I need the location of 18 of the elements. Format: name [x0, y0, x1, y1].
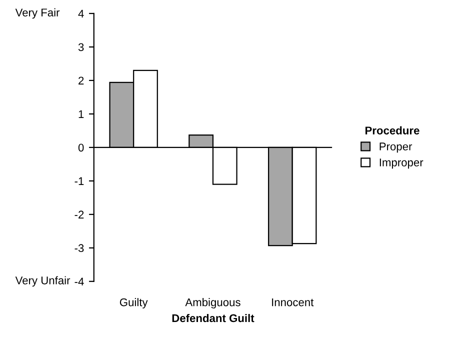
y-tick-label: -3: [74, 244, 84, 252]
text: Very Unfair: [15, 276, 70, 287]
text: Very Fair: [15, 8, 60, 19]
legend-label: Proper: [380, 142, 412, 153]
legend-title: Procedure: [365, 126, 420, 134]
legend-label: Improper: [380, 158, 424, 169]
y-tick-label: 0: [78, 144, 84, 152]
x-tick-label: Innocent: [272, 298, 314, 306]
y-tick-label: 1: [78, 110, 84, 118]
x-tick-label: Ambiguous: [185, 298, 240, 308]
x-tick-label: Guilty: [120, 298, 148, 308]
y-tick-label: -1: [74, 177, 84, 185]
y-tick-label: 2: [78, 76, 84, 84]
y-tick-label: -4: [74, 278, 84, 286]
y-tick-label: 4: [78, 10, 84, 18]
y-tick-label: 3: [78, 43, 84, 52]
y-tick-label: -2: [74, 210, 84, 218]
x-axis-title: Defendant Guilt: [172, 314, 254, 322]
